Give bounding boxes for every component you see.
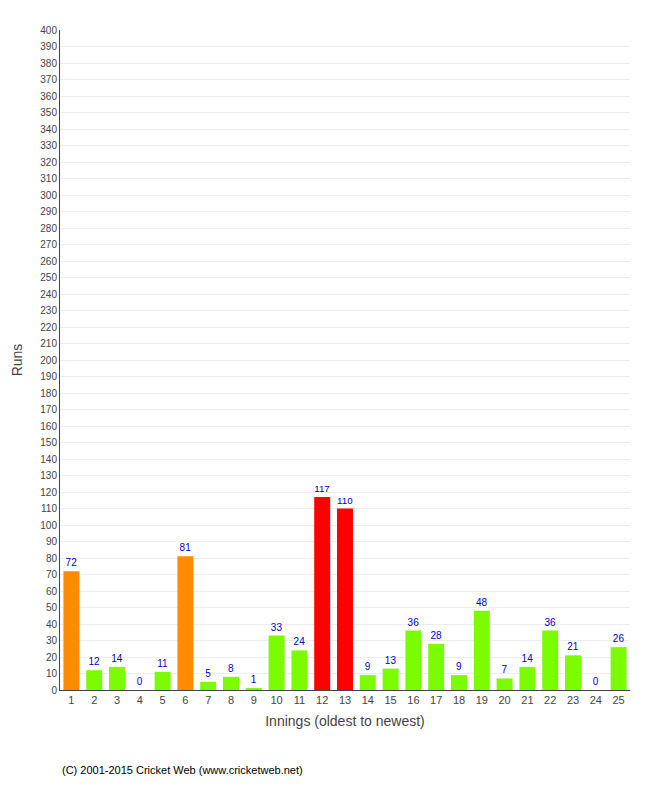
svg-text:15: 15 (384, 694, 396, 706)
svg-text:140: 140 (40, 454, 57, 465)
svg-text:25: 25 (612, 694, 624, 706)
svg-text:20: 20 (498, 694, 510, 706)
svg-text:190: 190 (40, 371, 57, 382)
svg-text:400: 400 (40, 25, 57, 36)
svg-text:260: 260 (40, 256, 57, 267)
svg-text:4: 4 (137, 694, 143, 706)
svg-text:16: 16 (407, 694, 419, 706)
svg-text:180: 180 (40, 388, 57, 399)
svg-text:0: 0 (51, 685, 57, 696)
svg-text:110: 110 (41, 503, 57, 514)
svg-text:Runs: Runs (9, 344, 25, 377)
svg-text:350: 350 (40, 107, 57, 118)
svg-text:200: 200 (40, 355, 57, 366)
svg-text:40: 40 (46, 619, 58, 630)
svg-text:310: 310 (40, 173, 57, 184)
svg-text:9: 9 (365, 661, 371, 672)
svg-text:13: 13 (339, 694, 351, 706)
svg-text:290: 290 (40, 206, 57, 217)
svg-text:12: 12 (88, 656, 100, 667)
svg-text:8: 8 (228, 694, 234, 706)
svg-text:170: 170 (40, 404, 57, 415)
svg-text:14: 14 (362, 694, 374, 706)
svg-text:100: 100 (40, 520, 57, 531)
svg-text:220: 220 (40, 322, 57, 333)
svg-text:3: 3 (114, 694, 120, 706)
svg-text:36: 36 (544, 617, 556, 628)
svg-text:340: 340 (40, 124, 57, 135)
svg-text:17: 17 (430, 694, 442, 706)
svg-text:30: 30 (46, 635, 58, 646)
svg-text:(C) 2001-2015 Cricket Web (www: (C) 2001-2015 Cricket Web (www.cricketwe… (62, 764, 303, 776)
svg-text:120: 120 (40, 487, 57, 498)
svg-text:36: 36 (408, 617, 420, 628)
svg-text:24: 24 (294, 636, 306, 647)
svg-text:9: 9 (456, 661, 462, 672)
svg-text:9: 9 (251, 694, 257, 706)
svg-text:210: 210 (40, 338, 57, 349)
svg-text:13: 13 (385, 655, 397, 666)
svg-text:23: 23 (567, 694, 579, 706)
svg-text:70: 70 (46, 569, 58, 580)
svg-text:7: 7 (205, 694, 211, 706)
svg-text:320: 320 (40, 157, 57, 168)
svg-text:380: 380 (40, 58, 57, 69)
svg-text:240: 240 (40, 289, 57, 300)
svg-text:330: 330 (40, 140, 57, 151)
svg-text:81: 81 (180, 542, 192, 553)
svg-text:21: 21 (567, 641, 579, 652)
svg-text:11: 11 (294, 694, 305, 706)
svg-text:48: 48 (476, 597, 488, 608)
svg-text:270: 270 (40, 239, 57, 250)
svg-text:33: 33 (271, 622, 283, 633)
svg-text:390: 390 (40, 41, 57, 52)
svg-text:11: 11 (157, 658, 168, 669)
svg-text:26: 26 (613, 633, 625, 644)
svg-text:10: 10 (270, 694, 282, 706)
svg-text:Innings (oldest to newest): Innings (oldest to newest) (265, 713, 425, 729)
svg-text:1: 1 (68, 694, 74, 706)
svg-text:10: 10 (46, 668, 58, 679)
svg-text:18: 18 (453, 694, 465, 706)
svg-text:250: 250 (40, 272, 57, 283)
svg-text:6: 6 (182, 694, 188, 706)
svg-text:80: 80 (46, 553, 58, 564)
svg-text:160: 160 (40, 421, 57, 432)
svg-text:50: 50 (46, 602, 58, 613)
svg-text:19: 19 (476, 694, 488, 706)
svg-text:0: 0 (593, 676, 599, 687)
svg-text:90: 90 (46, 536, 58, 547)
svg-text:370: 370 (40, 74, 57, 85)
svg-text:110: 110 (337, 495, 353, 506)
svg-text:8: 8 (228, 663, 234, 674)
svg-text:12: 12 (316, 694, 328, 706)
svg-text:230: 230 (40, 305, 57, 316)
svg-text:24: 24 (590, 694, 602, 706)
svg-text:7: 7 (502, 664, 508, 675)
svg-text:0: 0 (137, 676, 143, 687)
svg-text:21: 21 (521, 694, 533, 706)
svg-text:72: 72 (66, 557, 78, 568)
svg-text:130: 130 (40, 470, 57, 481)
svg-text:2: 2 (91, 694, 97, 706)
svg-text:150: 150 (40, 437, 57, 448)
svg-text:5: 5 (160, 694, 166, 706)
svg-text:360: 360 (40, 91, 57, 102)
svg-text:1: 1 (251, 674, 257, 685)
svg-text:280: 280 (40, 223, 57, 234)
svg-text:28: 28 (430, 630, 442, 641)
svg-text:5: 5 (205, 668, 211, 679)
svg-text:22: 22 (544, 694, 556, 706)
svg-text:20: 20 (46, 652, 58, 663)
svg-text:117: 117 (314, 483, 330, 494)
svg-text:300: 300 (40, 190, 57, 201)
svg-text:60: 60 (46, 586, 58, 597)
svg-text:14: 14 (522, 653, 534, 664)
svg-text:14: 14 (111, 653, 123, 664)
